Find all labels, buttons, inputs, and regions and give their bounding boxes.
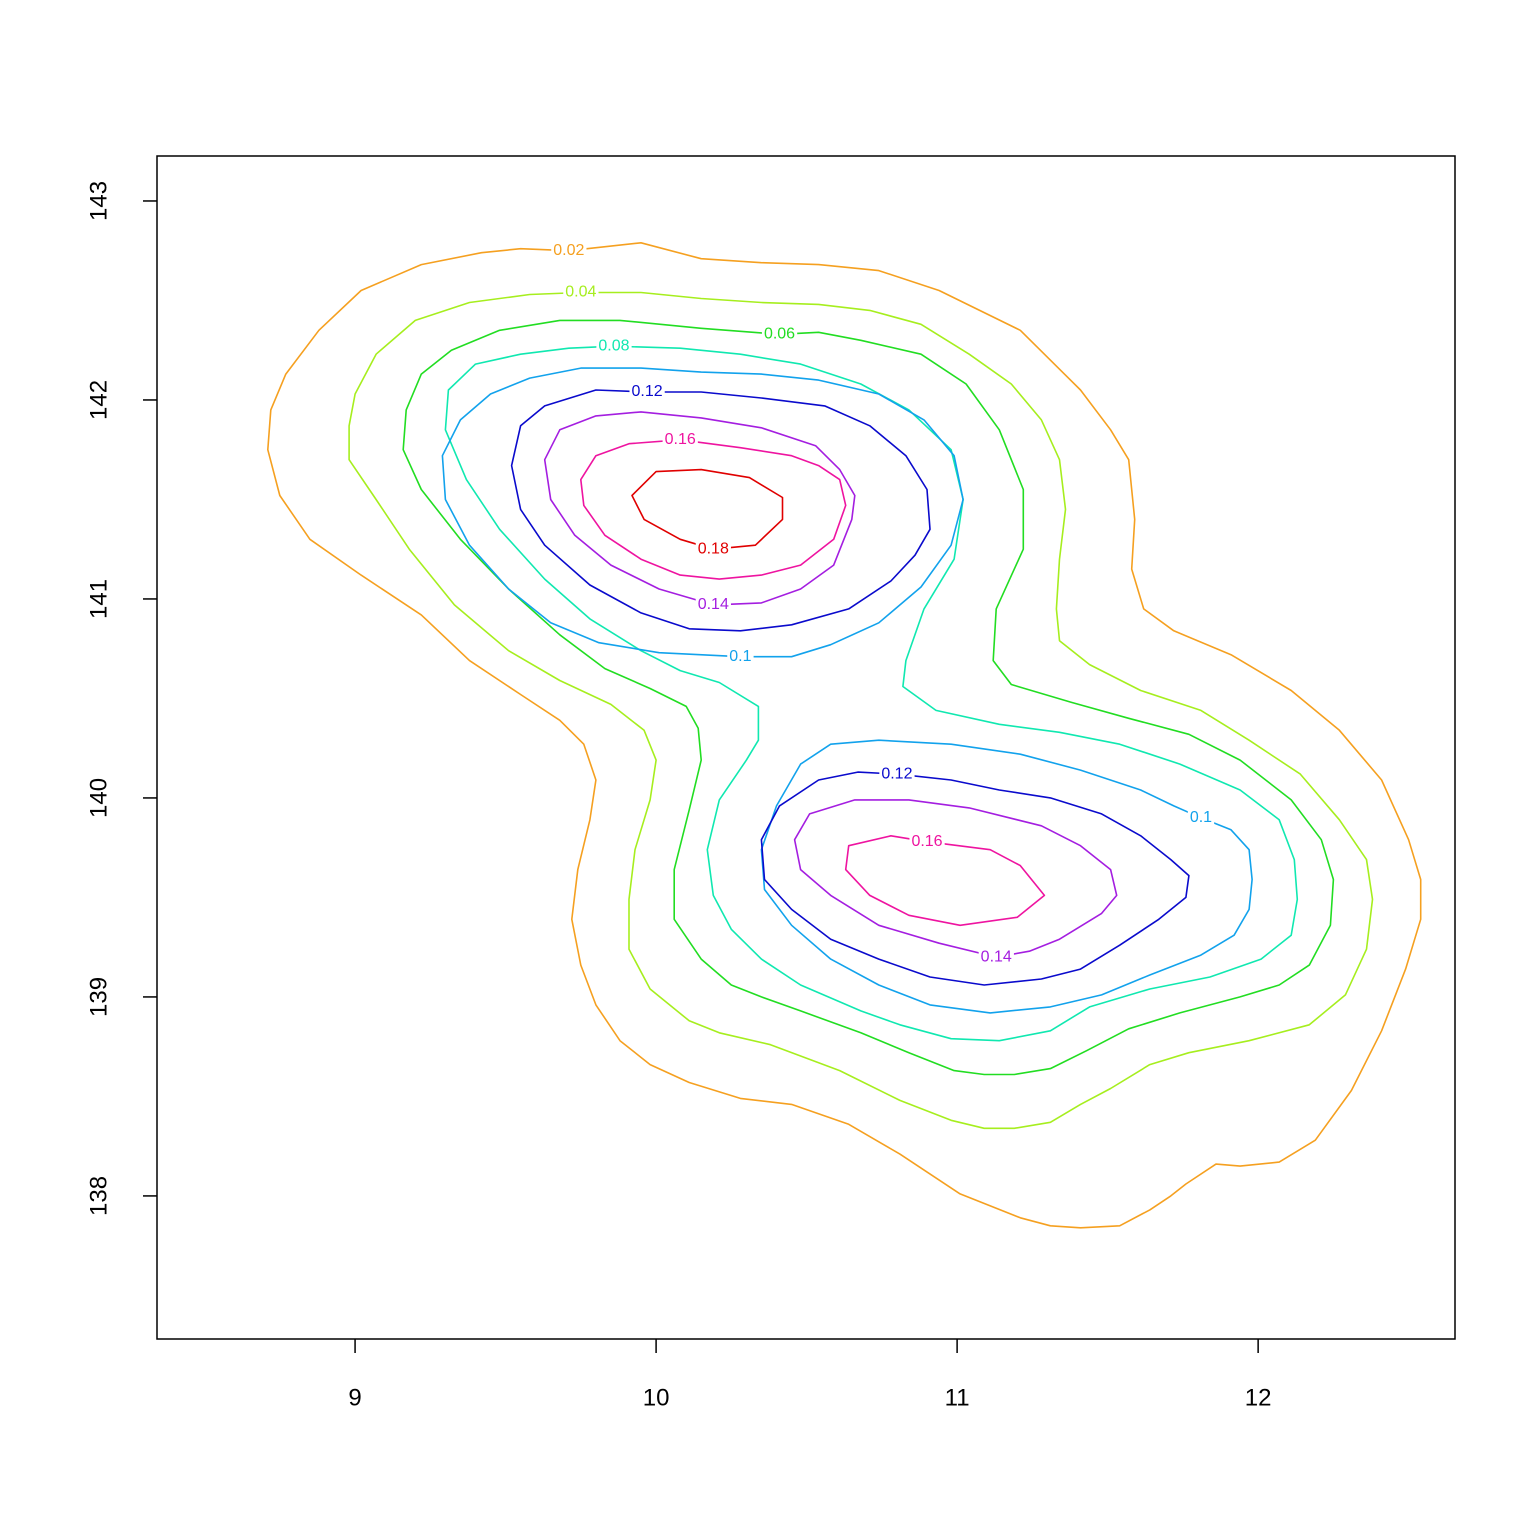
contour-label: 0.14 bbox=[981, 948, 1012, 965]
contour-label-background bbox=[761, 325, 798, 343]
contour-label-background bbox=[596, 337, 632, 355]
contour-label: 0.16 bbox=[665, 431, 696, 448]
contour-label: 0.06 bbox=[764, 326, 795, 343]
contour-label-background bbox=[695, 540, 731, 558]
y-tick-label: 141 bbox=[85, 579, 112, 619]
contour-label-background bbox=[629, 383, 665, 401]
contour-line bbox=[543, 411, 1118, 958]
x-tick-label: 9 bbox=[348, 1384, 361, 1411]
contour-label-background bbox=[909, 832, 945, 850]
plot-frame bbox=[156, 155, 1456, 1340]
contour-line bbox=[444, 345, 1299, 1042]
contour-layer: 0.02 0.04 0.06 0.08 0.1 0.1 0.12 0.12 0.14 0.14 0.… bbox=[267, 241, 1422, 1229]
x-tick-label: 10 bbox=[643, 1384, 670, 1411]
contour-label: 0.16 bbox=[911, 833, 942, 850]
contour-label: 0.08 bbox=[598, 337, 629, 354]
contour-label-background bbox=[662, 430, 698, 448]
contour-label: 0.14 bbox=[698, 596, 729, 613]
contour-label-background bbox=[551, 241, 587, 259]
contour-line bbox=[348, 291, 1374, 1130]
contour-label-background bbox=[978, 948, 1014, 966]
contour-label-background bbox=[563, 283, 599, 301]
contour-label-background bbox=[695, 596, 731, 614]
y-tick-label: 142 bbox=[85, 380, 112, 420]
contour-line bbox=[631, 468, 784, 550]
contour-line bbox=[510, 389, 1190, 986]
x-tick-label: 12 bbox=[1245, 1384, 1272, 1411]
contour-line bbox=[580, 439, 1046, 927]
contour-label-background bbox=[727, 647, 754, 665]
contour-line bbox=[441, 367, 1253, 1014]
axes-layer: 9 10 11 12 138 139 140 141 142 143 bbox=[85, 181, 1271, 1411]
contour-line bbox=[267, 242, 1422, 1229]
contour-label: 0.1 bbox=[729, 648, 751, 665]
contour-label: 0.12 bbox=[631, 383, 662, 400]
contour-label: 0.1 bbox=[1190, 809, 1212, 826]
contour-label: 0.18 bbox=[698, 540, 729, 557]
x-tick-label: 11 bbox=[945, 1384, 970, 1411]
contour-label: 0.04 bbox=[565, 284, 596, 301]
contour-line bbox=[402, 319, 1335, 1076]
y-tick-label: 143 bbox=[85, 181, 112, 221]
contour-label: 0.12 bbox=[881, 765, 912, 782]
y-tick-label: 138 bbox=[85, 1176, 112, 1216]
y-tick-label: 139 bbox=[85, 977, 112, 1017]
contour-label-background bbox=[1187, 809, 1215, 827]
contour-label-background bbox=[879, 765, 915, 783]
y-tick-label: 140 bbox=[85, 778, 112, 818]
contour-label: 0.02 bbox=[553, 242, 584, 259]
